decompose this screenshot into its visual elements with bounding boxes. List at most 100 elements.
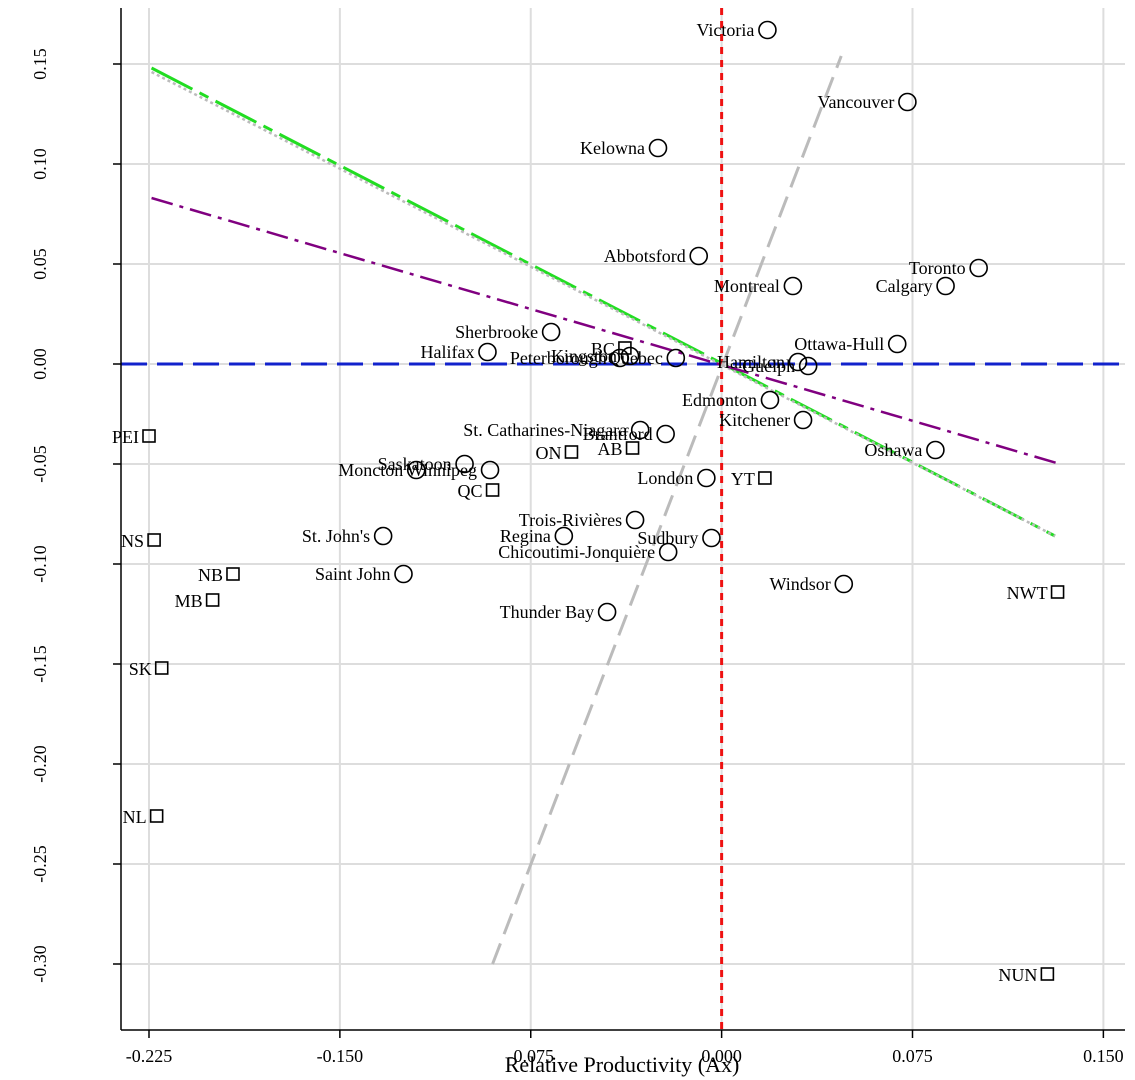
city-label: Sudbury (637, 528, 698, 548)
city-label: Halifax (421, 342, 475, 362)
y-tick-label: -0.30 (30, 945, 50, 983)
city-point (620, 346, 640, 366)
city-point (969, 258, 988, 278)
city-point (793, 410, 813, 430)
province-label: NS (121, 531, 144, 551)
city-label: Saint John (315, 564, 391, 584)
province-point (154, 661, 169, 675)
province-label: QC (458, 481, 483, 501)
y-tick-label: 0.05 (30, 248, 50, 280)
province-point (1050, 585, 1065, 599)
city-point (455, 454, 474, 474)
province-point (147, 533, 161, 547)
city-label: Ottawa-Hull (794, 334, 884, 354)
city-point (936, 276, 955, 296)
city-point (926, 440, 945, 460)
city-point (697, 468, 716, 488)
y-tick-label: 0.00 (30, 348, 50, 380)
city-label: St. John's (302, 526, 370, 546)
city-label: Quebec (608, 348, 663, 368)
province-point (1040, 967, 1055, 981)
city-point (597, 602, 617, 622)
city-point (610, 348, 630, 368)
city-point (760, 390, 780, 410)
city-point (478, 342, 497, 362)
city-label: Kitchener (719, 410, 790, 430)
city-label: Victoria (697, 20, 755, 40)
city-point (658, 542, 678, 562)
city-point (630, 420, 650, 440)
city-label: Chicoutimi-Jonquière (498, 542, 655, 562)
y-tick-label: -0.10 (30, 545, 50, 583)
province-label: MB (175, 591, 203, 611)
city-label: Regina (500, 526, 551, 546)
city-label: Calgary (876, 276, 933, 296)
province-point (226, 567, 240, 581)
reference-lines (121, 8, 1125, 1030)
city-point (625, 510, 645, 530)
province-label: NUN (998, 965, 1037, 985)
y-tick-label: -0.20 (30, 745, 50, 783)
city-label: Moncton (338, 460, 403, 480)
city-point (480, 460, 500, 480)
province-point (618, 341, 632, 355)
province-point (205, 593, 220, 607)
province-label: ON (535, 443, 561, 463)
city-point (541, 322, 561, 342)
province-label: NL (123, 807, 147, 827)
province-point (142, 429, 156, 443)
city-point (554, 526, 574, 546)
province-label: NWT (1007, 583, 1048, 603)
city-point (689, 246, 709, 266)
province-label: NB (198, 565, 223, 585)
city-label: Hamilton (717, 352, 785, 372)
x-tick-label: -0.075 (508, 1046, 555, 1066)
city-point (834, 574, 854, 594)
grid (121, 8, 1125, 1030)
city-label: Edmonton (682, 390, 757, 410)
y-tick-label: -0.05 (30, 445, 50, 483)
city-point (394, 564, 413, 584)
city-label: Trois-Rivières (519, 510, 622, 530)
province-point (625, 441, 640, 455)
city-label: Kingston (551, 346, 617, 366)
x-tick-label: -0.150 (317, 1046, 364, 1066)
y-tick-label: 0.15 (30, 48, 50, 80)
x-tick-label: -0.225 (126, 1046, 173, 1066)
city-label: Vancouver (817, 92, 894, 112)
axes (120, 8, 1125, 1031)
city-label: Saskatoon (378, 454, 452, 474)
city-point (702, 528, 721, 548)
city-label: Guelph (742, 356, 795, 376)
city-point (373, 526, 393, 546)
x-tick-label: 0.150 (1083, 1046, 1124, 1066)
y-tick-label: 0.10 (30, 148, 50, 180)
city-label: Windsor (770, 574, 831, 594)
city-label: London (637, 468, 693, 488)
x-tick-label: 0.075 (892, 1046, 933, 1066)
province-point (564, 445, 579, 459)
city-point (887, 334, 907, 354)
city-point (898, 92, 917, 112)
city-point (648, 138, 668, 158)
province-label: BC (591, 339, 615, 359)
city-label: Brantford (583, 424, 653, 444)
province-point (758, 471, 772, 485)
city-label: Kelowna (580, 138, 645, 158)
y-tick-label: -0.15 (30, 645, 50, 683)
city-point (788, 352, 808, 372)
city-label: St. Catharines-Niagara (463, 420, 627, 440)
city-point (656, 424, 675, 444)
city-label: Toronto (909, 258, 966, 278)
city-point (666, 348, 686, 368)
city-label: Oshawa (864, 440, 922, 460)
city-label: Peterborough (510, 348, 607, 368)
city-point (798, 356, 818, 376)
data-points: Victoria Vancouver Kelowna Abbotsford Toront… (112, 20, 1065, 985)
city-label: Thunder Bay (500, 602, 594, 622)
x-tick-label: 0.000 (701, 1046, 742, 1066)
reference-line-gray-dashed (491, 55, 843, 965)
x-axis-title: Relative Productivity (Ax) (505, 1052, 740, 1077)
